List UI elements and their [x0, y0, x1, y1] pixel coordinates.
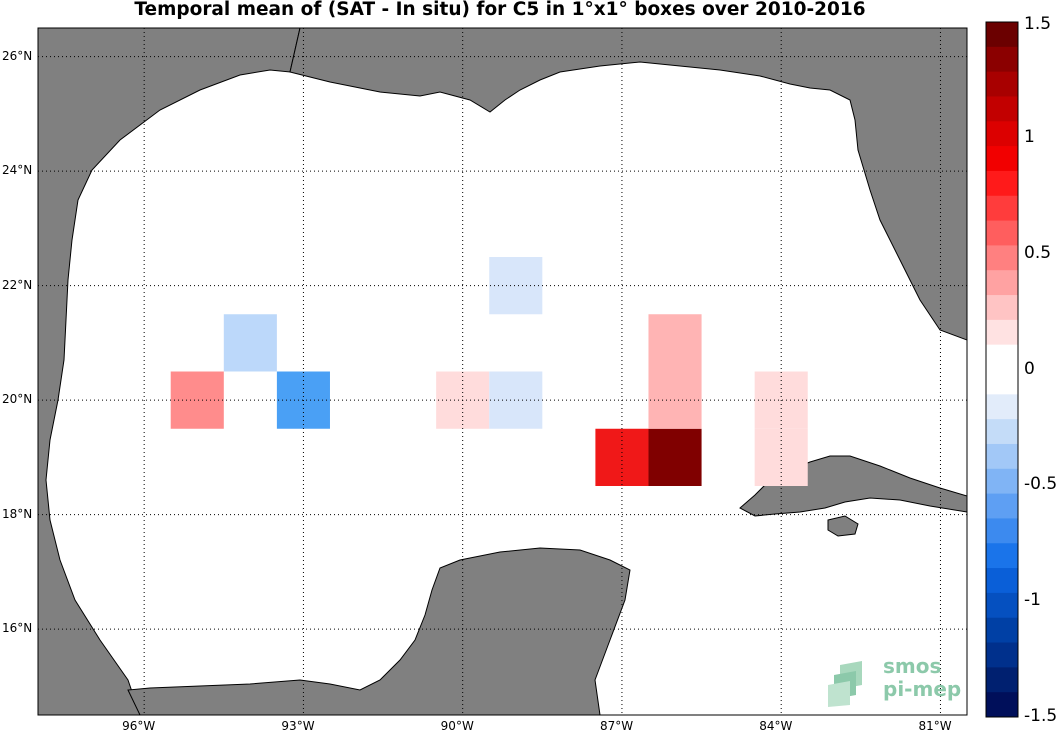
colorbar-segment	[986, 667, 1018, 693]
colorbar-segment	[986, 170, 1018, 197]
lon-tick-label: 90°W	[440, 719, 474, 733]
lon-tick-label: 93°W	[281, 719, 315, 733]
logo-text-smos: smos	[883, 654, 942, 678]
land-yucatan	[127, 547, 631, 715]
colorbar-segment	[986, 692, 1018, 718]
colorbar-segment	[986, 96, 1018, 122]
colorbar-segment	[986, 642, 1018, 668]
land-isle-of-youth	[827, 515, 859, 537]
colorbar-segment	[986, 220, 1018, 246]
anomaly-box	[648, 314, 702, 372]
anomaly-box	[595, 428, 649, 486]
colorbar-tick-label: 1	[1024, 126, 1035, 147]
colorbar-segment	[986, 369, 1018, 395]
lat-tick-label: 18°N	[2, 506, 33, 521]
colorbar-segment	[986, 71, 1018, 97]
colorbar-tick-label: 0.5	[1024, 242, 1052, 263]
colorbar	[985, 21, 1019, 718]
colorbar-segment	[986, 592, 1018, 619]
colorbar-segment	[986, 121, 1018, 147]
colorbar-segment	[986, 543, 1018, 569]
colorbar-segment	[986, 617, 1018, 644]
colorbar-segment	[986, 46, 1018, 73]
colorbar-segment	[986, 394, 1018, 420]
lon-tick-label: 81°W	[918, 719, 952, 733]
anomaly-box	[648, 428, 702, 486]
graticule	[38, 28, 967, 715]
wave-logo-icon	[828, 661, 862, 707]
colorbar-segment	[986, 518, 1018, 544]
land-us-north	[289, 28, 967, 341]
map-frame	[37, 27, 968, 716]
colorbar-tick-label: 1.5	[1024, 14, 1052, 34]
colorbar-frame	[985, 21, 1019, 718]
colorbar-segment	[986, 344, 1018, 370]
lon-tick-label: 84°W	[759, 719, 793, 733]
anomaly-box	[648, 371, 702, 429]
colorbar-segment	[986, 468, 1018, 495]
colorbar-segment	[986, 568, 1018, 594]
lat-tick-label: 22°N	[2, 277, 33, 292]
lat-tick-label: 20°N	[2, 392, 33, 407]
colorbar-segment	[986, 319, 1018, 346]
smos-pimep-logo: smos pi-mep	[828, 655, 968, 707]
anomaly-box	[754, 428, 808, 486]
logo-text-pimep: pi-mep	[883, 677, 962, 701]
lat-tick-label: 24°N	[2, 163, 33, 178]
lat-tick-label: 16°N	[2, 621, 33, 636]
lon-tick-label: 87°W	[599, 719, 634, 733]
colorbar-segment	[986, 295, 1018, 321]
lon-tick-label: 96°W	[122, 719, 156, 733]
colorbar-tick-label: -0.5	[1024, 474, 1058, 495]
anomaly-box	[223, 314, 277, 372]
colorbar-segment	[986, 195, 1018, 222]
map-title: Temporal mean of (SAT - In situ) for C5 …	[134, 0, 866, 20]
colorbar-segment	[986, 146, 1018, 172]
land-mexico-west	[38, 28, 301, 715]
colorbar-segment	[986, 245, 1018, 271]
colorbar-segment	[986, 22, 1018, 48]
colorbar-segment	[986, 419, 1018, 445]
colorbar-tick-label: -1	[1024, 590, 1041, 611]
anomaly-boxes	[170, 257, 808, 486]
colorbar-tick-label: -1.5	[1024, 706, 1058, 726]
colorbar-segment	[986, 270, 1018, 296]
colorbar-tick-label: 0	[1024, 358, 1035, 379]
lat-tick-label: 26°N	[2, 48, 33, 63]
colorbar-segment	[986, 443, 1018, 470]
colorbar-segment	[986, 493, 1018, 519]
